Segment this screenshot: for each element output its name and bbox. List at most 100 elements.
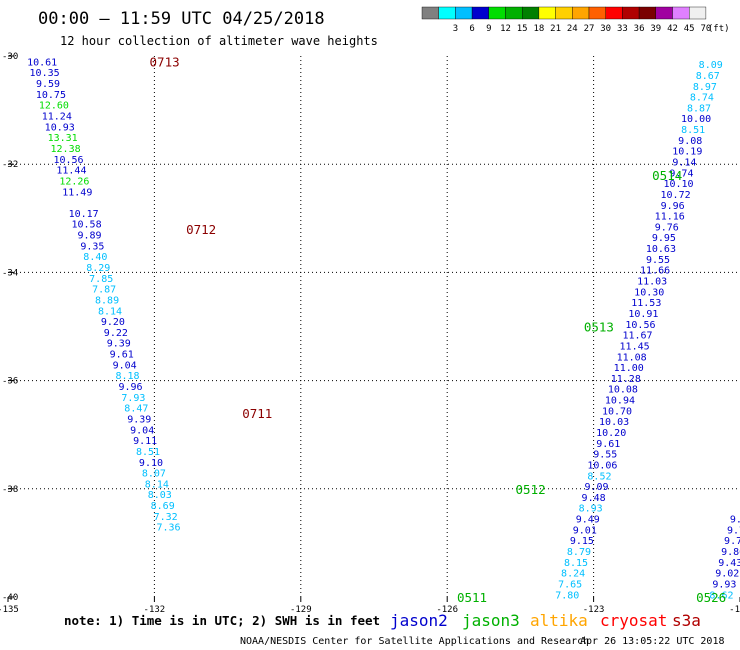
swh-value-label: 9.95 bbox=[652, 233, 676, 244]
legend-swatch bbox=[588, 6, 606, 20]
legend-tick-label: 36 bbox=[634, 24, 645, 34]
swh-value-label: 7.36 bbox=[157, 523, 181, 534]
swh-value-label: 9.61 bbox=[596, 439, 620, 450]
y-tick-label: -38 bbox=[2, 485, 18, 495]
legend-tick-label: 18 bbox=[533, 24, 544, 34]
x-tick-label: -129 bbox=[290, 605, 312, 615]
swh-value-label: 8.51 bbox=[136, 447, 160, 458]
header-subtitle: 12 hour collection of altimeter wave hei… bbox=[60, 34, 378, 48]
pass-time-label: 0511 bbox=[457, 590, 487, 605]
legend-tick-label: 3 bbox=[453, 24, 458, 34]
legend-tick-label: 30 bbox=[600, 24, 611, 34]
swh-value-label: 10.70 bbox=[602, 406, 632, 417]
swh-value-label: 9.11 bbox=[133, 436, 157, 447]
swh-value-label: 11.03 bbox=[637, 277, 667, 288]
swh-value-label: 9.04 bbox=[130, 425, 154, 436]
legend-swatch bbox=[488, 6, 506, 20]
swh-value-label: 9.89 bbox=[77, 231, 101, 242]
swh-value-label: 8.09 bbox=[699, 60, 723, 71]
swh-value-label: 8.40 bbox=[83, 252, 107, 263]
legend-swatch bbox=[538, 6, 556, 20]
swh-value-label: 9.93 bbox=[712, 579, 736, 590]
legend-tick-label: 45 bbox=[684, 24, 695, 34]
swh-value-label: 9.35 bbox=[80, 241, 104, 252]
legend-tick-label: 6 bbox=[469, 24, 474, 34]
swh-value-label: 8.03 bbox=[148, 490, 172, 501]
pass-time-label: 0711 bbox=[242, 406, 272, 421]
satellite-name-jason2: jason2 bbox=[390, 611, 448, 630]
swh-value-label: 11.16 bbox=[655, 212, 685, 223]
swh-value-label: 10.94 bbox=[605, 396, 635, 407]
swh-value-label: 10.08 bbox=[608, 385, 638, 396]
y-tick-label: -40 bbox=[2, 593, 18, 603]
swh-value-label: 7.32 bbox=[154, 512, 178, 523]
swh-value-label: 10.63 bbox=[646, 244, 676, 255]
swh-value-label: 8.69 bbox=[151, 501, 175, 512]
swh-value-label: 9.86 bbox=[721, 547, 740, 558]
legend-tick-label: 24 bbox=[567, 24, 578, 34]
legend-swatch bbox=[689, 6, 707, 20]
swh-value-label: 11.66 bbox=[640, 266, 670, 277]
swh-value-label: 12.60 bbox=[39, 101, 69, 112]
y-tick-label: -30 bbox=[2, 52, 18, 62]
swh-value-label: 13.31 bbox=[48, 133, 78, 144]
swh-value-label: 9.55 bbox=[593, 450, 617, 461]
legend-swatch bbox=[505, 6, 523, 20]
legend-swatch bbox=[605, 6, 623, 20]
footer-credit: NOAA/NESDIS Center for Satellite Applica… bbox=[240, 636, 589, 647]
y-tick-label: -32 bbox=[2, 160, 18, 170]
swh-value-label: 7.65 bbox=[558, 579, 582, 590]
swh-value-label: 9.49 bbox=[576, 515, 600, 526]
legend-swatch bbox=[438, 6, 456, 20]
legend-tick-label: 39 bbox=[650, 24, 661, 34]
swh-value-label: 9.72 bbox=[727, 525, 740, 536]
swh-value-label: 8.93 bbox=[579, 504, 603, 515]
swh-value-label: 11.45 bbox=[620, 341, 650, 352]
legend-tick-label: 9 bbox=[486, 24, 491, 34]
swh-value-label: 9.39 bbox=[127, 414, 151, 425]
legend-swatch bbox=[471, 6, 490, 20]
swh-value-label: 8.62 bbox=[709, 590, 733, 601]
swh-value-label: 11.00 bbox=[614, 363, 644, 374]
legend-tick-label: 27 bbox=[584, 24, 595, 34]
legend-tick-label: 21 bbox=[550, 24, 561, 34]
swh-value-label: 8.07 bbox=[142, 469, 166, 480]
swh-value-label: 9.55 bbox=[646, 255, 670, 266]
swh-value-label: 10.03 bbox=[599, 417, 629, 428]
swh-value-label: 9.20 bbox=[101, 317, 125, 328]
swh-value-label: 10.93 bbox=[45, 122, 75, 133]
swh-value-label: 9.96 bbox=[118, 382, 142, 393]
swh-value-label: 8.14 bbox=[98, 306, 122, 317]
y-tick-label: -36 bbox=[2, 377, 18, 387]
header-time-range: 00:00 — 11:59 UTC 04/25/2018 bbox=[38, 9, 325, 29]
swh-value-label: 8.67 bbox=[696, 71, 720, 82]
swh-value-label: 11.24 bbox=[42, 112, 72, 123]
pass-time-label: 0513 bbox=[584, 320, 614, 335]
swh-value-label: 9.08 bbox=[678, 136, 702, 147]
swh-value-label: 8.18 bbox=[116, 371, 140, 382]
swh-value-label: 10.75 bbox=[36, 90, 66, 101]
pass-time-label: 0712 bbox=[186, 222, 216, 237]
swh-value-label: 9.22 bbox=[104, 328, 128, 339]
legend-tick-label: 42 bbox=[667, 24, 678, 34]
swh-value-label: 10.30 bbox=[634, 287, 664, 298]
swh-value-label: 9.02 bbox=[715, 569, 739, 580]
color-legend: 3 6 9 12 15 18 21 24 27 30 33 36 39 42 45 70(ft) bbox=[421, 6, 730, 34]
swh-value-label: 10.00 bbox=[681, 114, 711, 125]
legend-swatch bbox=[522, 6, 540, 20]
x-tick-label: -135 bbox=[0, 605, 19, 615]
swh-value-label: 9.70 bbox=[724, 536, 740, 547]
satellite-name-cryosat: cryosat bbox=[600, 611, 667, 630]
swh-value-label: 8.14 bbox=[145, 479, 169, 490]
swh-value-label: 8.87 bbox=[687, 103, 711, 114]
legend-swatch bbox=[455, 6, 473, 20]
x-tick-label: -126 bbox=[436, 605, 458, 615]
swh-value-label: 7.87 bbox=[92, 285, 116, 296]
x-tick-label: -120 bbox=[729, 605, 740, 615]
swh-value-label: 9.34 bbox=[730, 515, 740, 526]
units-note: note: 1) Time is in UTC; 2) SWH is in fe… bbox=[64, 613, 380, 628]
swh-value-label: 12.26 bbox=[59, 176, 89, 187]
legend-swatch bbox=[638, 6, 656, 20]
swh-value-label: 11.44 bbox=[56, 166, 86, 177]
swh-value-label: 9.96 bbox=[661, 201, 685, 212]
